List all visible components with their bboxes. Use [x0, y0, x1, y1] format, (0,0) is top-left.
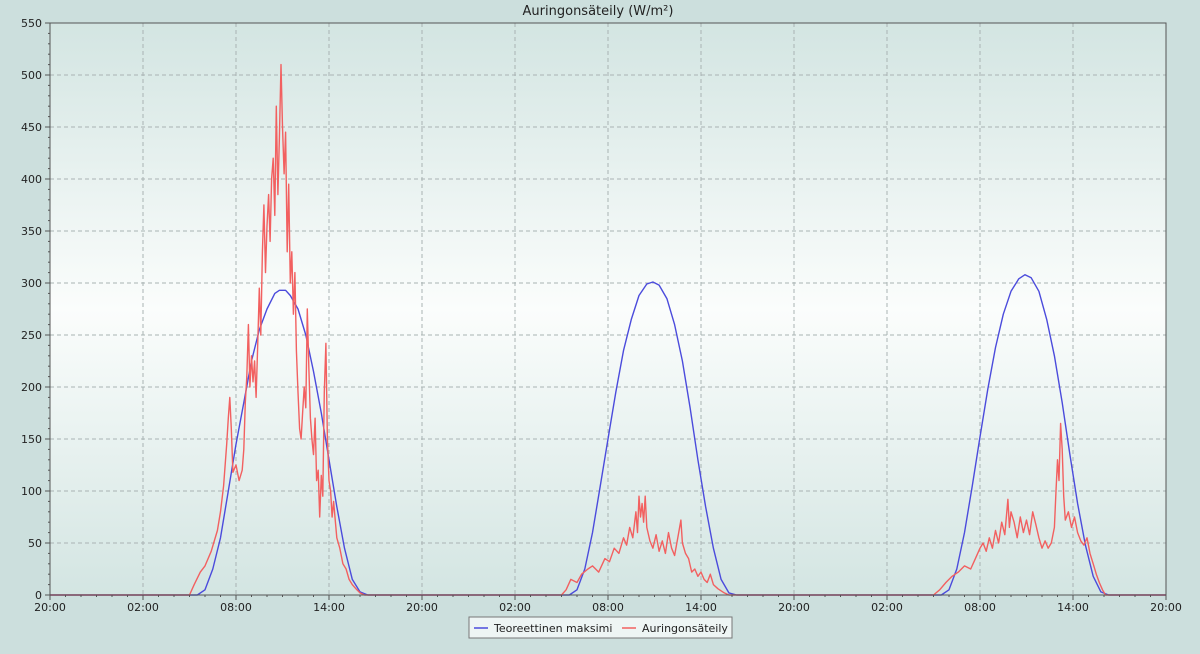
- x-tick-label: 02:00: [871, 601, 903, 614]
- chart-title: Auringonsäteily (W/m²): [523, 4, 674, 19]
- y-tick-label: 350: [21, 225, 42, 238]
- y-tick-label: 100: [21, 485, 42, 498]
- series-layer: [50, 63, 1166, 596]
- y-tick-label: 450: [21, 121, 42, 134]
- x-tick-label: 14:00: [1057, 601, 1089, 614]
- y-tick-label: 0: [35, 589, 42, 602]
- grid: [50, 23, 1166, 595]
- y-tick-label: 500: [21, 69, 42, 82]
- legend-box: [468, 616, 733, 639]
- y-tick-label: 300: [21, 277, 42, 290]
- legend-label-auringonsateily: Auringonsäteily: [642, 622, 728, 635]
- x-tick-label: 14:00: [685, 601, 717, 614]
- y-tick-label: 400: [21, 173, 42, 186]
- axes: 0 50 100 150 200 250 300 350 400 450 500 550 20:00 02…: [21, 17, 1182, 614]
- x-tick-label: 20:00: [1150, 601, 1182, 614]
- y-tick-label: 550: [21, 17, 42, 30]
- x-tick-label: 20:00: [778, 601, 810, 614]
- series-line-auringonsateily: [50, 63, 1166, 596]
- x-tick-label: 08:00: [220, 601, 252, 614]
- x-tick-label: 02:00: [499, 601, 531, 614]
- y-tick-label: 150: [21, 433, 42, 446]
- x-tick-label: 20:00: [406, 601, 438, 614]
- x-tick-label: 02:00: [127, 601, 159, 614]
- y-tick-label: 50: [28, 537, 42, 550]
- x-tick-label: 20:00: [34, 601, 66, 614]
- y-tick-label: 200: [21, 381, 42, 394]
- legend: Teoreettinen maksimi Auringonsäteily: [468, 616, 733, 639]
- y-tick-label: 250: [21, 329, 42, 342]
- x-tick-label: 08:00: [964, 601, 996, 614]
- x-tick-label: 14:00: [313, 601, 345, 614]
- legend-label-teoreettinen-maksimi: Teoreettinen maksimi: [493, 622, 612, 635]
- series-line-teoreettinen-maksimi: [50, 274, 1166, 596]
- x-tick-label: 08:00: [592, 601, 624, 614]
